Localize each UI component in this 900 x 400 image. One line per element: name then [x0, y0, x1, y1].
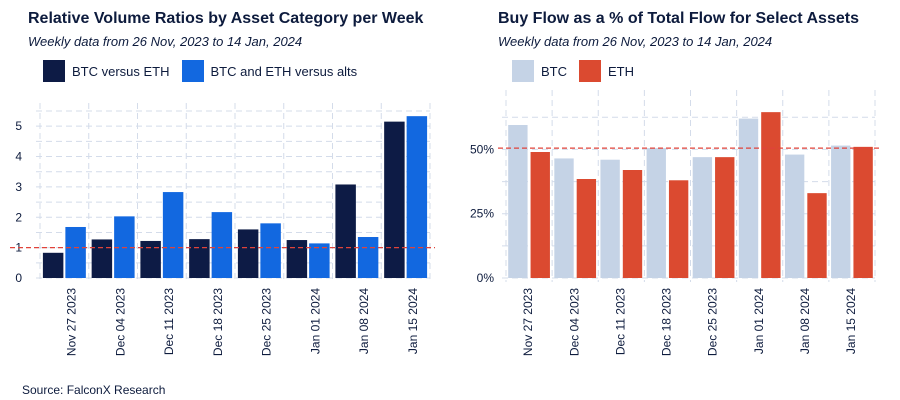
x-tick-label: Jan 01 2024	[752, 288, 766, 354]
x-tick-label: Dec 11 2023	[162, 288, 176, 355]
y-tick-label: 0	[15, 271, 22, 285]
bar-btc-versus-eth	[189, 239, 210, 278]
bar-btc-versus-eth	[42, 252, 64, 278]
legend-label: BTC and ETH versus alts	[210, 63, 358, 79]
y-tick-label: 0%	[477, 271, 495, 285]
chart-subtitle: Weekly data from 26 Nov, 2023 to 14 Jan,…	[498, 34, 773, 49]
x-tick-label: Jan 01 2024	[308, 288, 322, 354]
bar-btc-versus-eth	[91, 239, 113, 278]
y-tick-label: 5	[15, 119, 22, 133]
bar-eth	[576, 179, 597, 278]
bar-btc	[646, 148, 666, 278]
bar-btc	[554, 158, 574, 278]
x-tick-label: Jan 08 2024	[357, 288, 371, 354]
bar-btc-and-eth-versus-alts	[406, 116, 428, 278]
chart-legend: BTC versus ETH BTC and ETH versus alts	[43, 60, 369, 82]
bar-eth	[530, 152, 550, 278]
bar-eth	[807, 193, 827, 278]
bar-btc-and-eth-versus-alts	[211, 212, 233, 278]
y-tick-label: 4	[15, 150, 22, 164]
x-tick-label: Dec 25 2023	[706, 288, 720, 356]
bar-btc	[831, 145, 851, 278]
bar-eth	[622, 170, 643, 278]
bar-btc	[784, 154, 805, 278]
bar-btc-and-eth-versus-alts	[260, 223, 281, 278]
bar-btc-and-eth-versus-alts	[65, 226, 86, 278]
chart-title: Buy Flow as a % of Total Flow for Select…	[498, 10, 859, 27]
x-tick-label: Dec 25 2023	[260, 288, 274, 356]
legend-item-eth: ETH	[579, 60, 634, 82]
bar-eth	[668, 180, 689, 278]
x-tick-label: Dec 18 2023	[211, 288, 225, 356]
bar-btc-versus-eth	[140, 240, 161, 278]
volume-ratio-chart-panel: Relative Volume Ratios by Asset Category…	[0, 0, 450, 380]
legend-item-btc-vs-eth: BTC versus ETH	[43, 60, 170, 82]
y-tick-label: 3	[15, 180, 22, 194]
x-tick-label: Jan 15 2024	[844, 288, 858, 354]
legend-label: ETH	[608, 63, 634, 79]
x-tick-label: Nov 27 2023	[65, 288, 79, 356]
x-tick-label: Jan 08 2024	[798, 288, 812, 354]
buy-flow-chart: 0% 25% 50% Nov 27 2023 Dec 04 2023 Dec 11 202…	[470, 90, 880, 356]
bar-btc-and-eth-versus-alts	[357, 237, 379, 278]
x-tick-label: Jan 15 2024	[406, 288, 420, 354]
buy-flow-chart-panel: Buy Flow as a % of Total Flow for Select…	[470, 0, 900, 380]
x-tick-label: Dec 18 2023	[660, 288, 674, 356]
x-tick-label: Nov 27 2023	[521, 288, 535, 356]
y-tick-label: 50%	[470, 142, 494, 156]
bar-eth	[761, 112, 781, 279]
source-note: Source: FalconX Research	[22, 383, 166, 397]
x-tick-label: Dec 11 2023	[613, 288, 627, 355]
y-tick-label: 25%	[470, 207, 494, 221]
bar-btc-versus-eth	[384, 121, 405, 278]
legend-swatch	[579, 60, 601, 82]
bar-btc	[600, 159, 620, 278]
chart-title: Relative Volume Ratios by Asset Category…	[28, 10, 424, 27]
chart-legend: BTC ETH	[512, 60, 646, 82]
legend-item-btc-eth-vs-alts: BTC and ETH versus alts	[181, 60, 358, 82]
legend-swatch	[43, 60, 65, 82]
bar-eth	[853, 146, 873, 278]
bar-btc-and-eth-versus-alts	[309, 243, 330, 278]
x-tick-label: Dec 04 2023	[113, 288, 127, 356]
legend-swatch	[181, 60, 204, 82]
bar-btc-versus-eth	[237, 229, 259, 278]
legend-item-btc: BTC	[512, 60, 567, 82]
x-tick-label: Dec 04 2023	[567, 288, 581, 356]
bar-btc-versus-eth	[335, 184, 356, 278]
y-tick-label: 2	[15, 210, 22, 224]
bar-eth	[715, 157, 735, 278]
legend-label: BTC	[541, 63, 567, 79]
bar-btc	[508, 125, 528, 278]
bar-btc	[738, 118, 759, 278]
bar-btc-versus-eth	[286, 240, 308, 278]
legend-swatch	[512, 60, 534, 82]
bar-btc-and-eth-versus-alts	[162, 192, 184, 278]
legend-label: BTC versus ETH	[72, 63, 170, 79]
chart-subtitle: Weekly data from 26 Nov, 2023 to 14 Jan,…	[28, 34, 303, 49]
bar-btc	[692, 157, 713, 278]
